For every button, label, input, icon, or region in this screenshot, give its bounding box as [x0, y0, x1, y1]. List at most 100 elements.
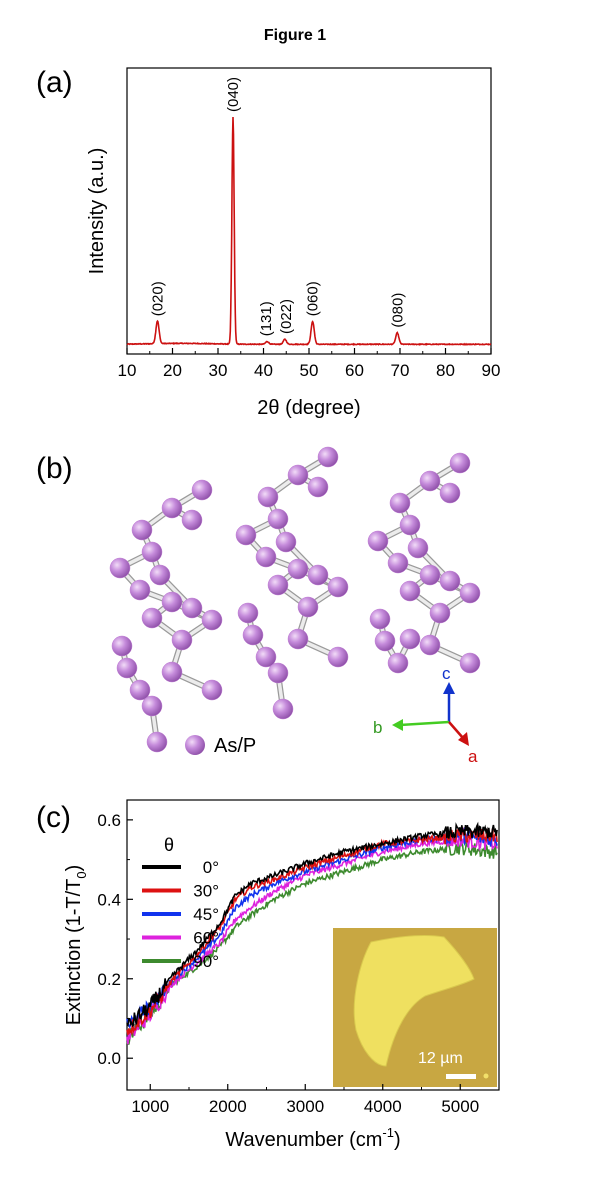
atom [129, 679, 151, 701]
xrd-peak-labels: (020) (040) (131) (022) (060) (080) [149, 77, 406, 336]
atom [141, 607, 163, 629]
xrd-x-ticks: 10 20 30 40 50 60 70 80 90 [118, 348, 501, 380]
xrd-x-tick-label: 50 [300, 361, 319, 380]
atom [255, 546, 277, 568]
atom [399, 628, 421, 650]
xrd-x-tick-label: 60 [345, 361, 364, 380]
extinction-y-label-sub: 0 [74, 871, 89, 878]
legend-label: 90° [193, 952, 219, 971]
legend-label: 30° [193, 882, 219, 901]
extinction-y-tick-label: 0.6 [97, 811, 121, 830]
xrd-peak-label: (080) [389, 293, 406, 328]
atom [171, 629, 193, 651]
optical-image-inset: 12 µm [333, 928, 497, 1087]
extinction-series-line [126, 821, 498, 1028]
legend-label: 60° [193, 929, 219, 948]
legend-title: θ [164, 835, 174, 855]
atom [407, 537, 429, 559]
atom [327, 576, 349, 598]
extinction-series-line [126, 826, 498, 1036]
xrd-x-axis-label: 2θ (degree) [257, 397, 360, 419]
xrd-x-tick-label: 30 [209, 361, 228, 380]
extinction-x-label-end: ) [394, 1129, 401, 1151]
atom [237, 602, 259, 624]
inset-scale-label: 12 µm [418, 1050, 463, 1067]
inset-speck [483, 1073, 489, 1079]
inset-scale-bar [446, 1074, 476, 1079]
extinction-y-label-main: Extinction (1-T/T [63, 879, 85, 1026]
atom [439, 482, 461, 504]
atom [129, 579, 151, 601]
extinction-x-axis-label: Wavenumber (cm-1) [225, 1125, 400, 1151]
atom [131, 519, 153, 541]
xrd-x-tick-label: 10 [118, 361, 137, 380]
extinction-plot-frame [126, 799, 500, 1091]
extinction-y-tick-label: 0.0 [97, 1049, 121, 1068]
atom [297, 596, 319, 618]
atom [141, 541, 163, 563]
extinction-x-label-main: Wavenumber (cm [225, 1129, 382, 1151]
atom [459, 652, 481, 674]
atom [459, 582, 481, 604]
xrd-x-tick-label: 90 [482, 361, 501, 380]
atom [267, 574, 289, 596]
atom [449, 452, 471, 474]
xrd-x-tick-label: 20 [163, 361, 182, 380]
atom [439, 570, 461, 592]
legend-label: 0° [203, 858, 219, 877]
extinction-x-tick-label: 4000 [364, 1097, 402, 1116]
atom [201, 679, 223, 701]
xrd-peak-label: (020) [149, 281, 166, 316]
extinction-y-tick-label: 0.4 [97, 890, 121, 909]
atom [235, 524, 257, 546]
extinction-series [126, 821, 498, 1046]
atom [287, 628, 309, 650]
extinction-x-label-sup: -1 [382, 1125, 394, 1140]
atom [242, 624, 264, 646]
atom [257, 486, 279, 508]
atom [161, 497, 183, 519]
panel-b-letter: (b) [36, 452, 73, 485]
crystal-atoms [109, 446, 481, 753]
extinction-y-tick-label: 0.2 [97, 970, 121, 989]
extinction-ticks: 1000 2000 3000 4000 5000 0.0 0.2 0.4 0.6 [97, 811, 500, 1116]
crystal-structure [109, 446, 481, 753]
xrd-peak-label: (131) [258, 301, 275, 336]
xrd-x-tick-label: 80 [436, 361, 455, 380]
atom [367, 530, 389, 552]
atom [181, 597, 203, 619]
atom [201, 609, 223, 631]
atom [307, 476, 329, 498]
panel-c-letter: (c) [36, 801, 71, 834]
atom [419, 470, 441, 492]
atom [369, 608, 391, 630]
atom [275, 531, 297, 553]
axis-b-label: b [373, 718, 382, 737]
axis-b-arrowhead [392, 719, 403, 731]
axis-a-label: a [468, 747, 478, 766]
panel-a-letter: (a) [36, 66, 73, 99]
atom [327, 646, 349, 668]
atom-legend-label: As/P [214, 735, 256, 757]
extinction-x-tick-label: 1000 [131, 1097, 169, 1116]
extinction-chart: 12 µm 1000 2000 3000 4000 5000 0.0 0.2 0.4 0.6 θ… [63, 799, 500, 1151]
extinction-series-line [126, 832, 498, 1045]
atom [387, 652, 409, 674]
legend-label: 45° [193, 905, 219, 924]
extinction-y-label-end: ) [63, 865, 85, 872]
atom [374, 630, 396, 652]
xrd-x-tick-label: 40 [254, 361, 273, 380]
extinction-y-axis-label: Extinction (1-T/T0) [63, 865, 89, 1026]
xrd-peak-label: (060) [305, 281, 322, 316]
xrd-y-axis-label: Intensity (a.u.) [86, 148, 108, 275]
atom [109, 557, 131, 579]
atom [399, 580, 421, 602]
atom [161, 661, 183, 683]
axis-c-arrowhead [443, 682, 455, 694]
xrd-x-tick-label: 70 [391, 361, 410, 380]
extinction-x-tick-label: 3000 [286, 1097, 324, 1116]
atom [317, 446, 339, 468]
atom-legend-swatch [185, 735, 205, 755]
figure-title: Figure 1 [264, 27, 326, 44]
atom [181, 509, 203, 531]
